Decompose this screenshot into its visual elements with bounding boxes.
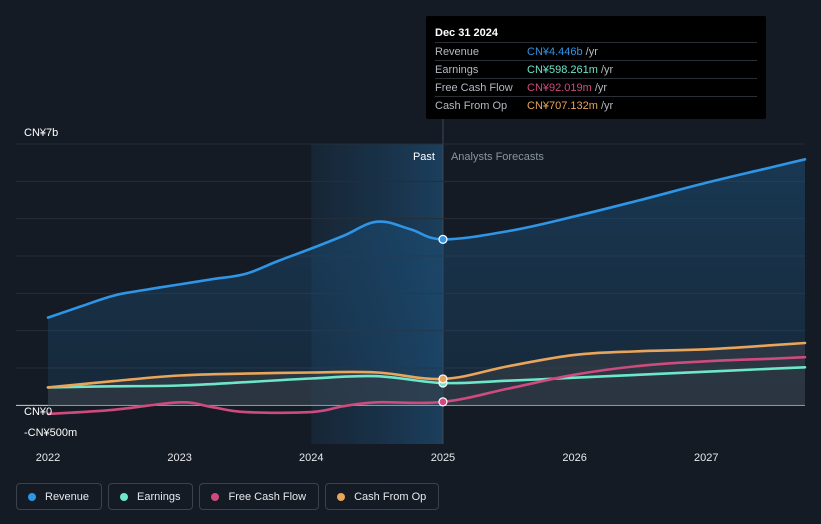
revenue-area <box>48 159 805 406</box>
tooltip-value: CN¥707.132m <box>527 99 598 112</box>
cash-from-op-area <box>48 343 805 406</box>
highlight-point-revenue <box>438 234 448 244</box>
legend-dot-icon <box>211 492 220 501</box>
legend-item-earnings[interactable]: Earnings <box>108 483 194 510</box>
forecast-label: Analysts Forecasts <box>451 151 544 163</box>
legend-item-cash-from-op[interactable]: Cash From Op <box>325 483 440 510</box>
legend-label: Earnings <box>137 490 181 503</box>
tooltip-unit: /yr <box>594 81 608 94</box>
x-tick-label: 2023 <box>167 452 191 464</box>
tooltip-value: CN¥598.261m <box>527 63 598 76</box>
tooltip-unit: /yr <box>585 45 598 58</box>
legend-dot-icon <box>28 492 36 501</box>
past-label: Past <box>413 151 435 163</box>
tooltip-value: CN¥4.446b <box>527 45 583 58</box>
tooltip-unit: /yr <box>600 99 614 112</box>
tooltip-date: Dec 31 2024 <box>435 27 498 39</box>
x-tick-label: 2026 <box>562 452 586 464</box>
tooltip-value: CN¥92.019m <box>527 81 592 94</box>
y-axis-negative-label: -CN¥500m <box>24 427 77 439</box>
legend-label: Revenue <box>45 490 90 503</box>
tooltip-row-earnings: Earnings CN¥598.261m /yr <box>435 60 757 78</box>
x-tick-label: 2022 <box>36 452 60 464</box>
legend-dot-icon <box>337 492 346 501</box>
x-tick-label: 2027 <box>694 452 718 464</box>
series-line-revenue <box>46 158 807 319</box>
tooltip-row-cash-from-op: Cash From Op CN¥707.132m /yr <box>435 96 757 114</box>
tooltip-label: Cash From Op <box>435 99 508 112</box>
tooltip: Dec 31 2024 Revenue CN¥4.446b /yr Earnin… <box>426 16 766 119</box>
tooltip-label: Earnings <box>435 63 479 76</box>
chart: CN¥7b CN¥0 -CN¥500m Past Analysts Forecasts 2… <box>16 16 807 464</box>
legend-label: Free Cash Flow <box>228 490 307 503</box>
legend: Revenue Earnings Free Cash Flow Cash Fro… <box>16 483 440 510</box>
legend-label: Cash From Op <box>354 490 427 503</box>
tooltip-label: Revenue <box>435 45 480 58</box>
tooltip-label: Free Cash Flow <box>435 81 513 94</box>
series-line-free-cash-flow <box>46 355 807 416</box>
x-tick-label: 2024 <box>299 452 323 464</box>
legend-item-revenue[interactable]: Revenue <box>16 483 103 510</box>
tooltip-row-free-cash-flow: Free Cash Flow CN¥92.019m /yr <box>435 78 757 96</box>
highlight-point-cash-from-op <box>438 374 448 384</box>
legend-item-free-cash-flow[interactable]: Free Cash Flow <box>199 483 320 510</box>
y-axis-zero-label: CN¥0 <box>24 406 52 418</box>
x-tick-label: 2025 <box>431 452 455 464</box>
y-axis-top-label: CN¥7b <box>24 127 58 139</box>
legend-dot-icon <box>120 492 129 501</box>
highlight-point-free-cash-flow <box>438 397 448 407</box>
tooltip-row-revenue: Revenue CN¥4.446b /yr <box>435 42 757 60</box>
tooltip-unit: /yr <box>600 63 614 76</box>
